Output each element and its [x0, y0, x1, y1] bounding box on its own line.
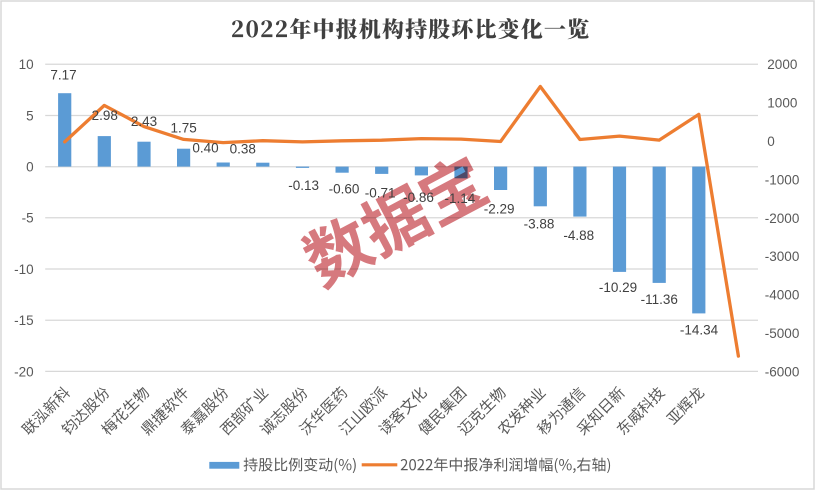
svg-text:-3.88: -3.88 — [524, 216, 555, 231]
svg-text:-10.29: -10.29 — [599, 280, 637, 295]
svg-text:-0.86: -0.86 — [403, 190, 434, 205]
svg-text:-0.13: -0.13 — [288, 178, 319, 193]
svg-text:0: 0 — [767, 134, 775, 149]
svg-text:-0.60: -0.60 — [329, 182, 360, 197]
svg-text:-11.36: -11.36 — [641, 292, 678, 307]
svg-text:-2.29: -2.29 — [484, 201, 515, 216]
svg-text:1000: 1000 — [767, 96, 797, 111]
svg-text:10: 10 — [19, 57, 34, 72]
svg-text:-2000: -2000 — [765, 211, 800, 226]
svg-text:0: 0 — [26, 160, 34, 175]
svg-text:-4.88: -4.88 — [563, 228, 594, 243]
svg-text:0.38: 0.38 — [230, 142, 256, 157]
svg-text:-1.14: -1.14 — [445, 191, 476, 206]
svg-text:2000: 2000 — [767, 57, 797, 72]
svg-text:-15: -15 — [14, 313, 34, 328]
svg-text:-6000: -6000 — [765, 364, 800, 379]
svg-text:2.98: 2.98 — [92, 108, 118, 123]
svg-text:-20: -20 — [14, 364, 34, 379]
svg-text:1.75: 1.75 — [170, 121, 196, 136]
svg-text:7.17: 7.17 — [50, 67, 76, 82]
svg-text:-5: -5 — [22, 211, 34, 226]
svg-text:5: 5 — [26, 108, 34, 123]
svg-text:-10: -10 — [14, 262, 34, 277]
svg-text:-4000: -4000 — [765, 288, 800, 303]
svg-text:-0.71: -0.71 — [365, 185, 396, 200]
svg-text:0.40: 0.40 — [192, 141, 218, 156]
svg-text:-1000: -1000 — [765, 172, 800, 187]
svg-text:-5000: -5000 — [765, 326, 800, 341]
svg-text:-3000: -3000 — [765, 249, 800, 264]
svg-text:-14.34: -14.34 — [680, 323, 719, 338]
svg-text:2.43: 2.43 — [131, 114, 157, 129]
